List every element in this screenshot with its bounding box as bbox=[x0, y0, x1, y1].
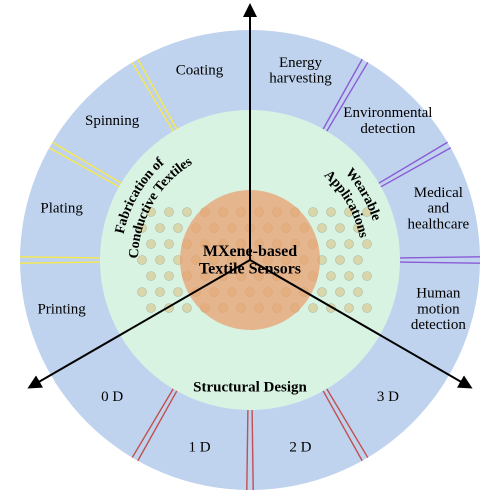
center-title: MXene-basedTextile Sensors bbox=[199, 243, 301, 278]
segment-label: 2 D bbox=[289, 440, 311, 456]
segment-label: Spinning bbox=[85, 114, 140, 130]
segment-label: 1 D bbox=[188, 440, 210, 456]
segment-label: Plating bbox=[40, 201, 83, 217]
category-label: Structural Design bbox=[193, 379, 307, 395]
segment-label: Humanmotiondetection bbox=[411, 286, 466, 334]
segment-label: Printing bbox=[37, 302, 86, 318]
segment-label: Coating bbox=[176, 63, 224, 79]
mxene-radial-diagram: CoatingSpinningPlatingPrintingEnergyharv… bbox=[0, 0, 500, 500]
segment-label: 0 D bbox=[101, 389, 123, 405]
segment-label: 3 D bbox=[377, 389, 399, 405]
